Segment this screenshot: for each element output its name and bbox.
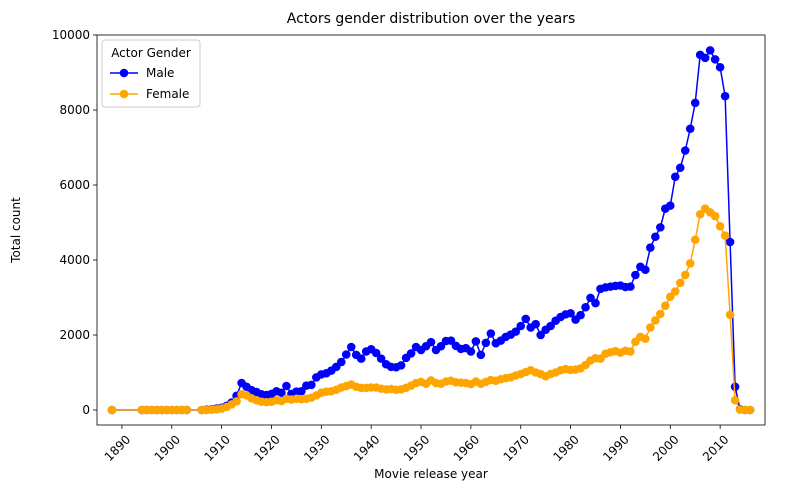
legend: Actor Gender Male Female (101, 39, 201, 108)
x-axis-label: Movie release year (374, 467, 488, 481)
data-point-male (651, 232, 660, 242)
data-point-male (481, 338, 491, 348)
data-point-female (641, 334, 650, 344)
data-point-female (745, 405, 755, 415)
data-point-male (476, 350, 486, 360)
data-point-male (641, 265, 650, 275)
data-point-female (182, 405, 192, 415)
data-point-male (282, 381, 291, 391)
data-point-male (656, 223, 665, 232)
data-point-female (646, 323, 655, 332)
data-point-female (670, 287, 680, 296)
data-point-male (466, 347, 476, 356)
data-point-female (690, 235, 700, 245)
data-point-male (371, 348, 381, 358)
data-point-female (651, 316, 660, 325)
data-point-male (356, 354, 366, 363)
data-point-female (710, 211, 720, 221)
data-point-male (277, 388, 286, 398)
series-female (107, 204, 755, 415)
y-tick-label: 4000 (59, 253, 90, 267)
data-point-male (720, 91, 730, 101)
data-point-male (725, 237, 735, 247)
data-point-male (396, 361, 406, 370)
legend-title: Actor Gender (111, 46, 191, 60)
data-point-male (675, 163, 685, 173)
data-point-female (685, 259, 695, 268)
data-point-male (665, 201, 675, 210)
plot-area (96, 34, 766, 426)
data-point-male (426, 337, 436, 347)
data-point-male (486, 329, 496, 338)
data-point-male (307, 380, 316, 390)
legend-box (101, 39, 201, 108)
data-point-male (576, 310, 585, 320)
data-point-female (656, 309, 665, 319)
legend-swatch-marker (119, 68, 129, 78)
data-point-male (521, 314, 531, 324)
data-point-female (626, 347, 635, 356)
y-tick-label: 2000 (59, 328, 90, 342)
legend-item-female: Female (110, 87, 189, 101)
data-point-male (531, 319, 540, 329)
data-point-male (730, 382, 740, 392)
data-point-female (675, 278, 685, 288)
data-point-male (710, 55, 720, 64)
legend-label: Male (146, 66, 174, 80)
data-point-male (685, 124, 695, 134)
legend-item-male: Male (110, 66, 174, 80)
data-point-female (661, 301, 670, 311)
data-point-male (581, 302, 590, 312)
data-point-male (705, 46, 715, 55)
data-point-female (232, 397, 241, 406)
data-point-male (670, 172, 680, 182)
data-point-female (680, 270, 690, 280)
data-point-male (297, 386, 306, 396)
data-point-male (406, 349, 416, 358)
legend-swatch-marker (119, 89, 129, 99)
y-tick-label: 0 (82, 403, 90, 417)
data-point-male (626, 282, 635, 291)
legend-label: Female (146, 87, 189, 101)
data-point-male (376, 354, 386, 363)
data-point-female (715, 221, 725, 231)
data-point-male (646, 243, 655, 252)
data-point-male (516, 321, 526, 331)
data-point-male (336, 357, 346, 367)
data-point-male (690, 98, 700, 108)
data-point-male (341, 350, 351, 359)
data-point-male (346, 342, 356, 352)
chart-title: Actors gender distribution over the year… (287, 11, 576, 27)
data-point-male (680, 146, 690, 155)
data-point-female (107, 405, 117, 415)
data-point-male (591, 298, 600, 308)
axes-frame (96, 34, 766, 426)
data-point-male (471, 337, 481, 346)
data-point-male (566, 308, 575, 318)
data-point-male (715, 62, 725, 72)
data-point-male (511, 327, 521, 336)
data-point-female (720, 231, 730, 240)
data-point-female (730, 395, 740, 405)
y-tick-label: 6000 (59, 178, 90, 192)
data-point-female (695, 209, 705, 219)
data-point-male (631, 270, 640, 280)
y-tick-label: 8000 (59, 103, 90, 117)
y-axis-label: Total count (9, 197, 23, 264)
y-tick-label: 10000 (52, 28, 90, 42)
y-axis: 0 2000 4000 6000 8000 10000 (52, 28, 97, 417)
data-point-male (700, 53, 710, 63)
data-point-female (725, 310, 735, 320)
